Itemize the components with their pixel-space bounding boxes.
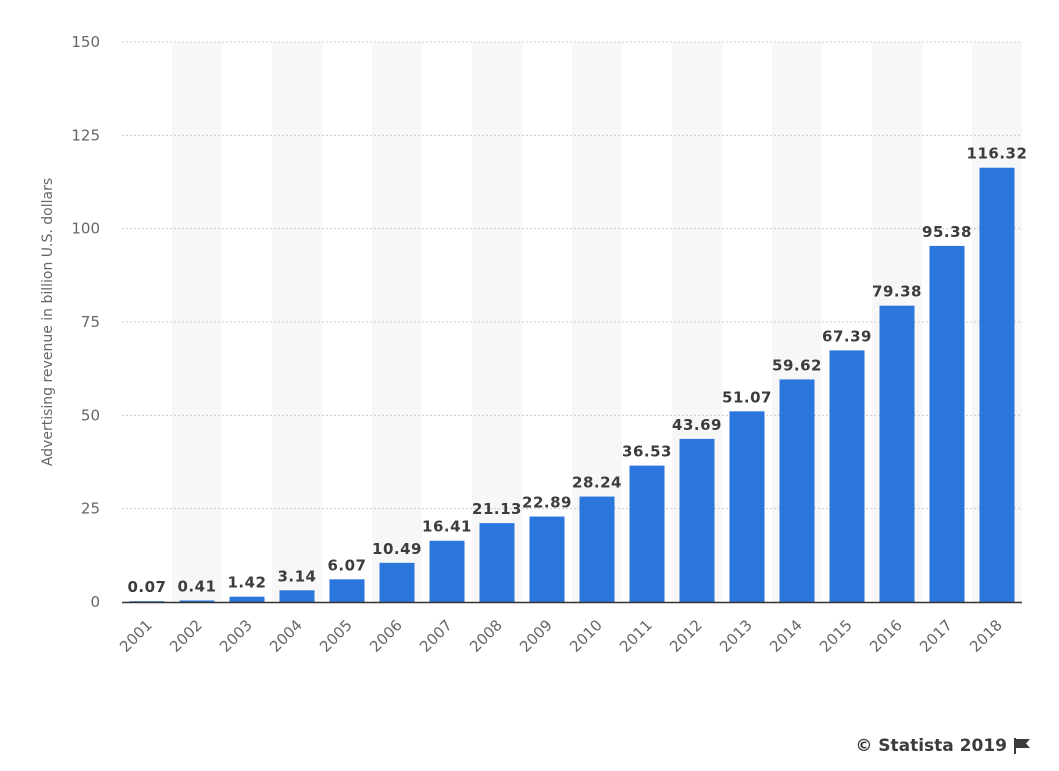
y-tick-label: 150 [71, 33, 100, 51]
bars [129, 167, 1015, 603]
data-label: 36.53 [622, 443, 672, 461]
data-label: 0.07 [127, 578, 166, 596]
band [272, 42, 322, 602]
y-tick-label: 0 [90, 593, 100, 611]
x-tick-label: 2003 [216, 616, 256, 656]
y-tick-label: 75 [81, 313, 100, 331]
x-tick-label: 2002 [166, 616, 206, 656]
data-label: 95.38 [922, 223, 972, 241]
data-label: 116.32 [967, 145, 1028, 163]
data-label: 21.13 [472, 500, 522, 518]
data-label: 22.89 [522, 494, 572, 512]
data-label: 16.41 [422, 518, 472, 536]
gridlines [122, 41, 1022, 510]
data-label: 59.62 [772, 356, 822, 374]
x-tick-label: 2017 [916, 616, 956, 656]
statista-credit[interactable]: © Statista 2019 [855, 736, 1031, 756]
bar[interactable] [429, 540, 465, 602]
x-tick-label: 2008 [466, 616, 506, 656]
data-label: 3.14 [277, 567, 316, 585]
data-label: 10.49 [372, 540, 422, 558]
bar[interactable] [679, 438, 715, 602]
data-label: 79.38 [872, 283, 922, 301]
bar[interactable] [179, 600, 215, 602]
x-tick-label: 2007 [416, 616, 456, 656]
data-label: 43.69 [672, 416, 722, 434]
y-axis-title: Advertising revenue in billion U.S. doll… [40, 178, 56, 466]
bar[interactable] [879, 305, 915, 602]
data-label: 1.42 [227, 574, 266, 592]
data-label: 67.39 [822, 327, 872, 345]
y-axis-ticks: 0 25 50 75 100 125 150 [71, 33, 100, 611]
bar[interactable] [129, 601, 165, 602]
data-label: 0.41 [177, 577, 216, 595]
x-tick-label: 2013 [716, 616, 756, 656]
x-tick-label: 2004 [266, 616, 306, 656]
x-tick-label: 2011 [616, 616, 656, 656]
bar[interactable] [529, 516, 565, 602]
x-tick-label: 2014 [766, 616, 806, 656]
data-label: 51.07 [722, 388, 772, 406]
bar[interactable] [579, 496, 615, 602]
bar[interactable] [329, 579, 365, 602]
y-tick-label: 50 [81, 406, 100, 424]
flag-icon [1014, 738, 1030, 754]
x-tick-label: 2009 [516, 616, 556, 656]
bar[interactable] [979, 167, 1015, 603]
y-tick-label: 125 [71, 126, 100, 144]
band [472, 42, 522, 602]
data-label: 28.24 [572, 474, 622, 492]
x-tick-label: 2005 [316, 616, 356, 656]
x-tick-label: 2016 [866, 616, 906, 656]
bar[interactable] [279, 590, 315, 602]
y-tick-label: 25 [81, 500, 100, 518]
bar[interactable] [729, 411, 765, 602]
x-tick-label: 2006 [366, 616, 406, 656]
bar[interactable] [229, 596, 265, 602]
x-axis-ticks: 2001 2002 2003 2004 2005 2006 2007 2008 2009 2010… [116, 616, 1006, 656]
x-tick-label: 2001 [116, 616, 156, 656]
x-tick-label: 2010 [566, 616, 606, 656]
bar[interactable] [829, 350, 865, 602]
x-tick-label: 2018 [966, 616, 1006, 656]
bar[interactable] [379, 562, 415, 602]
credit-text: © Statista 2019 [855, 736, 1007, 756]
band [172, 42, 222, 602]
band [372, 42, 422, 602]
bar[interactable] [629, 465, 665, 602]
bar[interactable] [479, 523, 515, 602]
x-tick-label: 2012 [666, 616, 706, 656]
bar[interactable] [779, 379, 815, 602]
bar[interactable] [929, 245, 965, 602]
y-tick-label: 100 [71, 220, 100, 238]
data-label: 6.07 [327, 556, 366, 574]
x-tick-label: 2015 [816, 616, 856, 656]
